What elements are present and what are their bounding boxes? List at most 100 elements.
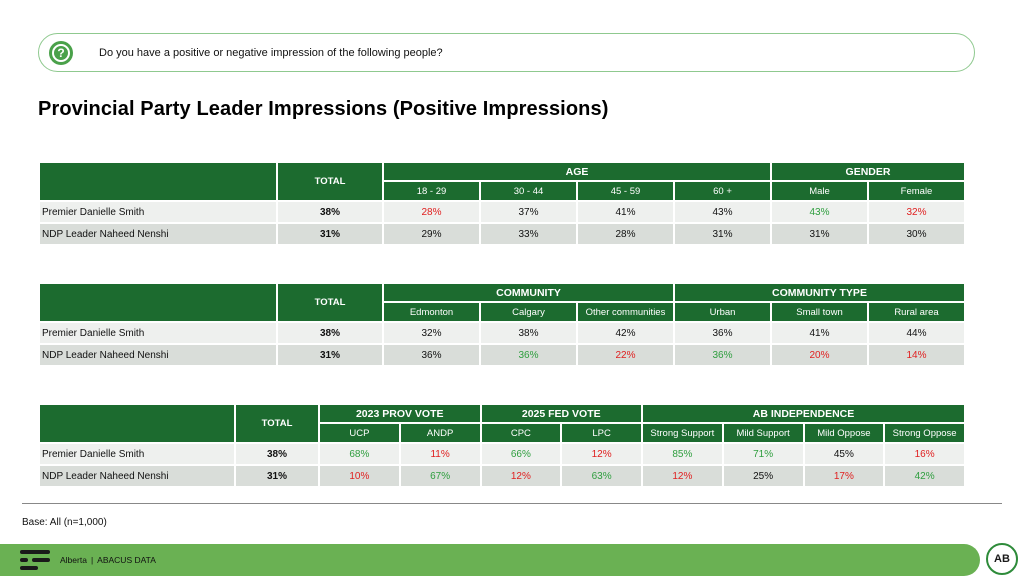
- column-header: CPC: [481, 424, 561, 442]
- column-header: Strong Support: [643, 424, 722, 442]
- value-cell: 16%: [885, 444, 964, 464]
- total-cell: 38%: [278, 323, 382, 343]
- column-header: 18 - 29: [384, 182, 479, 200]
- ab-badge-label: AB: [994, 553, 1010, 565]
- total-cell: 31%: [278, 345, 382, 365]
- question-mark-icon: ?: [49, 40, 73, 65]
- crosstab-age-gender: TOTAL AGE GENDER 18 - 29 30 - 44 45 - 59…: [38, 161, 966, 246]
- footer-text: Alberta | ABACUS DATA: [60, 555, 156, 565]
- value-cell: 44%: [869, 323, 964, 343]
- row-label: NDP Leader Naheed Nenshi: [40, 345, 276, 365]
- table-row: Premier Danielle Smith 38% 32% 38% 42% 3…: [40, 323, 964, 343]
- column-header: 45 - 59: [578, 182, 673, 200]
- total-cell: 38%: [278, 202, 382, 222]
- footer-brand: ABACUS DATA: [97, 555, 156, 565]
- group-header-age: AGE: [384, 163, 770, 180]
- column-header: LPC: [562, 424, 641, 442]
- footer-region: Alberta: [60, 555, 87, 565]
- value-cell: 42%: [885, 466, 964, 486]
- value-cell: 43%: [675, 202, 770, 222]
- group-header-gender: GENDER: [772, 163, 964, 180]
- value-cell: 28%: [578, 224, 673, 244]
- value-cell: 12%: [562, 444, 641, 464]
- value-cell: 22%: [578, 345, 673, 365]
- column-header: Mild Oppose: [804, 424, 884, 442]
- table-row: NDP Leader Naheed Nenshi 31% 29% 33% 28%…: [40, 224, 964, 244]
- group-header-community: COMMUNITY: [384, 284, 673, 301]
- column-header: ANDP: [400, 424, 480, 442]
- label-header-blank: [40, 284, 276, 321]
- value-cell: 85%: [643, 444, 722, 464]
- table-row: NDP Leader Naheed Nenshi 31% 10% 67% 12%…: [40, 466, 964, 486]
- table-row: Premier Danielle Smith 38% 28% 37% 41% 4…: [40, 202, 964, 222]
- crosstab-community: TOTAL COMMUNITY COMMUNITY TYPE Edmonton …: [38, 282, 966, 367]
- value-cell: 41%: [578, 202, 673, 222]
- footer-separator: |: [90, 555, 94, 565]
- column-header: Edmonton: [384, 303, 479, 321]
- row-label: Premier Danielle Smith: [40, 202, 276, 222]
- footer-bar: Alberta | ABACUS DATA: [0, 544, 980, 576]
- column-header: Small town: [772, 303, 867, 321]
- value-cell: 68%: [320, 444, 399, 464]
- table-row: Premier Danielle Smith 38% 68% 11% 66% 1…: [40, 444, 964, 464]
- label-header-blank: [40, 163, 276, 200]
- value-cell: 38%: [481, 323, 576, 343]
- value-cell: 30%: [869, 224, 964, 244]
- label-header-blank: [40, 405, 234, 442]
- group-header-ab-independence: AB INDEPENDENCE: [643, 405, 964, 422]
- question-banner: ? Do you have a positive or negative imp…: [38, 33, 975, 72]
- column-header: Mild Support: [723, 424, 803, 442]
- value-cell: 33%: [481, 224, 576, 244]
- value-cell: 20%: [772, 345, 867, 365]
- value-cell: 32%: [384, 323, 479, 343]
- column-header: 30 - 44: [481, 182, 576, 200]
- value-cell: 14%: [869, 345, 964, 365]
- value-cell: 25%: [723, 466, 803, 486]
- value-cell: 42%: [578, 323, 673, 343]
- table-row: NDP Leader Naheed Nenshi 31% 36% 36% 22%…: [40, 345, 964, 365]
- ab-badge-icon: AB: [986, 543, 1018, 575]
- value-cell: 36%: [481, 345, 576, 365]
- value-cell: 41%: [772, 323, 867, 343]
- value-cell: 31%: [772, 224, 867, 244]
- group-header-prov-vote: 2023 PROV VOTE: [320, 405, 480, 422]
- total-header: TOTAL: [278, 284, 382, 321]
- row-label: NDP Leader Naheed Nenshi: [40, 466, 234, 486]
- total-header: TOTAL: [236, 405, 318, 442]
- value-cell: 17%: [804, 466, 884, 486]
- value-cell: 45%: [804, 444, 884, 464]
- value-cell: 43%: [772, 202, 867, 222]
- value-cell: 36%: [384, 345, 479, 365]
- value-cell: 63%: [562, 466, 641, 486]
- value-cell: 10%: [320, 466, 399, 486]
- row-label: Premier Danielle Smith: [40, 323, 276, 343]
- row-label: NDP Leader Naheed Nenshi: [40, 224, 276, 244]
- abacus-logo-icon: [20, 550, 50, 570]
- total-cell: 31%: [278, 224, 382, 244]
- column-header: Strong Oppose: [885, 424, 964, 442]
- column-header: Female: [869, 182, 964, 200]
- column-header: Calgary: [481, 303, 576, 321]
- column-header: Other communities: [578, 303, 673, 321]
- column-header: UCP: [320, 424, 399, 442]
- value-cell: 71%: [723, 444, 803, 464]
- value-cell: 36%: [675, 323, 770, 343]
- value-cell: 32%: [869, 202, 964, 222]
- question-text: Do you have a positive or negative impre…: [99, 46, 443, 59]
- group-header-fed-vote: 2025 FED VOTE: [481, 405, 641, 422]
- column-header: 60 +: [675, 182, 770, 200]
- total-cell: 38%: [236, 444, 318, 464]
- value-cell: 12%: [643, 466, 722, 486]
- value-cell: 66%: [481, 444, 561, 464]
- total-cell: 31%: [236, 466, 318, 486]
- value-cell: 29%: [384, 224, 479, 244]
- value-cell: 36%: [675, 345, 770, 365]
- page-title: Provincial Party Leader Impressions (Pos…: [38, 98, 609, 120]
- column-header: Rural area: [869, 303, 964, 321]
- value-cell: 28%: [384, 202, 479, 222]
- value-cell: 11%: [400, 444, 480, 464]
- total-header: TOTAL: [278, 163, 382, 200]
- value-cell: 31%: [675, 224, 770, 244]
- divider: [22, 503, 1002, 504]
- value-cell: 12%: [481, 466, 561, 486]
